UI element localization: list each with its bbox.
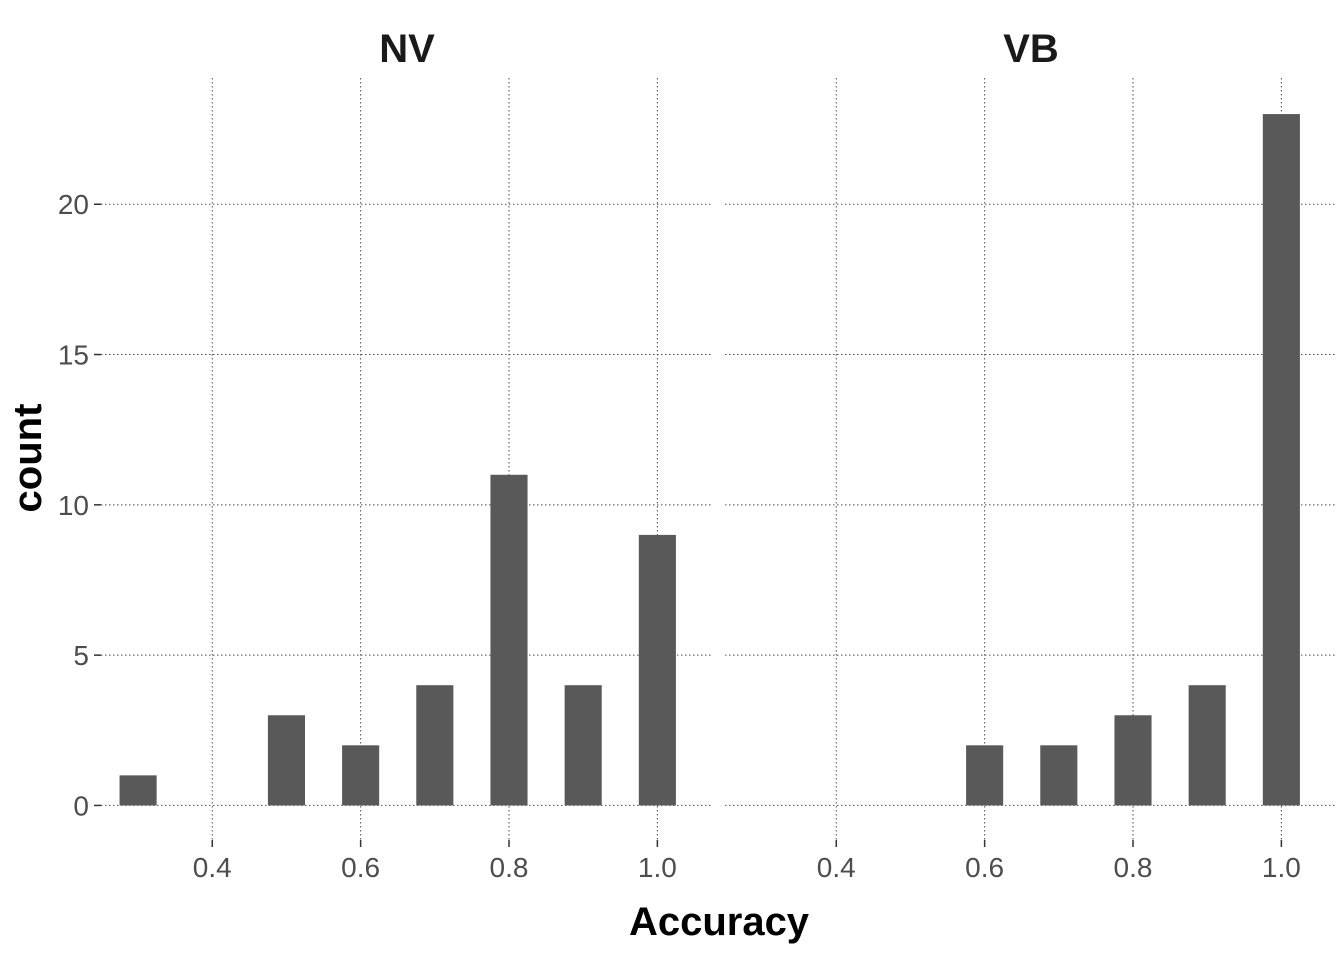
y-tick-label: 5 (73, 640, 89, 671)
bar-nv-0.6 (342, 745, 380, 806)
bar-nv-0.9 (564, 685, 602, 806)
y-tick-label: 20 (58, 189, 89, 220)
bar-vb-0.8 (1114, 715, 1152, 806)
bar-vb-0.6 (966, 745, 1004, 806)
x-tick-label-nv: 0.4 (193, 852, 232, 883)
y-tick-label: 15 (58, 340, 89, 371)
panel-nv-plot: 0.4 0.6 0.8 1.0 (101, 78, 713, 883)
y-tick-label: 10 (58, 490, 89, 521)
bar-vb-0.9 (1188, 685, 1226, 806)
bar-nv-0.8 (490, 474, 528, 806)
bar-nv-0.7 (416, 685, 454, 806)
x-axis-title: Accuracy (629, 900, 810, 944)
x-tick-label-vb: 0.6 (965, 852, 1004, 883)
x-tick-label-vb: 0.8 (1114, 852, 1153, 883)
y-tick-label: 0 (73, 790, 89, 821)
x-tick-label-nv: 1.0 (638, 852, 677, 883)
bar-nv-0.3 (119, 775, 157, 806)
panel-title-nv: NV (379, 27, 435, 71)
x-tick-label-nv: 0.8 (490, 852, 529, 883)
x-tick-label-vb: 0.4 (817, 852, 856, 883)
x-tick-label-nv: 0.6 (341, 852, 380, 883)
panel-vb: VB 0.4 0.6 0.8 1.0 (725, 27, 1337, 883)
bar-vb-1 (1262, 114, 1300, 806)
y-axis: 0 5 10 15 20 (58, 189, 101, 821)
bar-nv-0.5 (267, 715, 305, 806)
bar-vb-0.7 (1040, 745, 1078, 806)
y-axis-title: count (6, 404, 50, 513)
x-tick-label-vb: 1.0 (1262, 852, 1301, 883)
bar-nv-1 (638, 534, 676, 806)
panel-nv: NV 0.4 0.6 0.8 1.0 (101, 27, 713, 883)
panel-title-vb: VB (1003, 27, 1059, 71)
panel-vb-plot: 0.4 0.6 0.8 1.0 (725, 78, 1337, 883)
